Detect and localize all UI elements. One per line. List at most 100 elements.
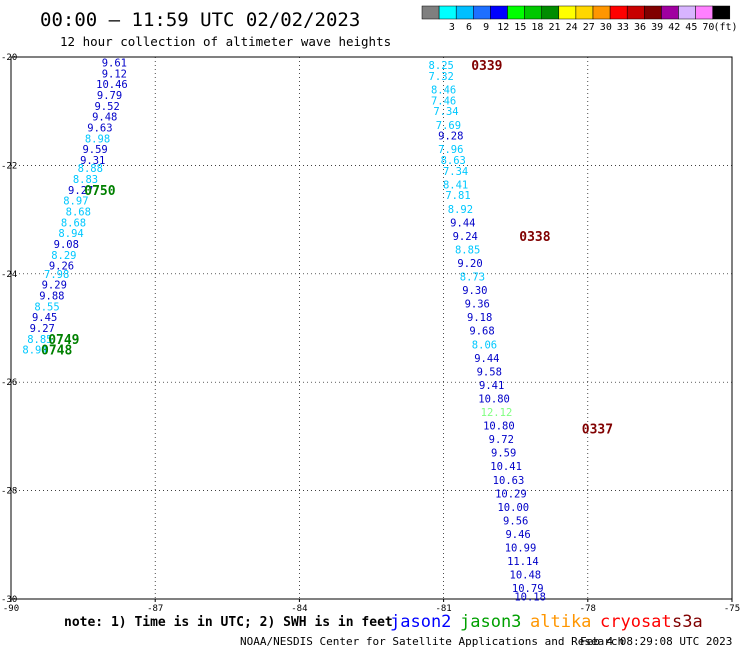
wave-height-value: 7.81 xyxy=(445,190,470,202)
wave-height-value: 7.34 xyxy=(443,166,468,178)
colorbar-label: 15 xyxy=(514,22,526,33)
colorbar-label: 70 xyxy=(702,22,714,33)
wave-height-value: 7.69 xyxy=(436,120,461,132)
wave-height-value: 10.46 xyxy=(96,79,128,91)
page-subtitle: 12 hour collection of altimeter wave hei… xyxy=(60,34,391,49)
wave-height-value: 8.85 xyxy=(455,244,480,256)
wave-height-value: 9.88 xyxy=(39,290,64,302)
colorbar-label: 42 xyxy=(668,22,680,33)
satellite-legend-s3a: s3a xyxy=(672,612,703,632)
satellite-legend-jason3: jason3 xyxy=(460,612,521,632)
colorbar-label: 27 xyxy=(583,22,595,33)
wave-height-value: 7.32 xyxy=(429,71,454,83)
wave-height-value: 8.06 xyxy=(472,339,497,351)
pass-time-label: 0338 xyxy=(519,230,550,245)
wave-height-value: 10.80 xyxy=(483,421,515,433)
wave-height-value: 9.72 xyxy=(489,434,514,446)
wave-height-value: 8.94 xyxy=(58,228,83,240)
colorbar-label: 3 xyxy=(449,22,455,33)
wave-height-value: 8.46 xyxy=(431,85,456,97)
wave-height-value: 8.55 xyxy=(34,301,59,313)
wave-height-value: 8.68 xyxy=(66,206,91,218)
lon-tick-label: -84 xyxy=(291,604,307,614)
wave-height-value: 8.92 xyxy=(448,204,473,216)
lon-tick-label: -81 xyxy=(435,604,451,614)
wave-height-value: 9.26 xyxy=(49,261,74,273)
colorbar-label: 9 xyxy=(483,22,489,33)
wave-height-value: 9.24 xyxy=(453,231,478,243)
wave-height-value: 8.63 xyxy=(441,155,466,167)
wave-height-value: 8.68 xyxy=(61,217,86,229)
colorbar-swatch xyxy=(455,5,474,20)
pass-time-label: 0748 xyxy=(41,344,72,359)
wave-height-value: 9.58 xyxy=(477,366,502,378)
wave-height-value: 9.46 xyxy=(505,529,530,541)
pass-time-label: 0337 xyxy=(582,422,613,437)
wave-height-value: 9.31 xyxy=(80,155,105,167)
wave-height-value: 10.00 xyxy=(497,502,529,514)
wave-height-value: 11.14 xyxy=(507,556,539,568)
wave-height-value: 9.59 xyxy=(491,448,516,460)
colorbar-swatch xyxy=(490,5,508,20)
colorbar-label: 18 xyxy=(531,22,543,33)
colorbar-swatch xyxy=(678,5,696,20)
colorbar-label: 36 xyxy=(634,22,646,33)
lat-tick-label: -20 xyxy=(1,53,17,63)
wave-height-value: 10.63 xyxy=(493,475,525,487)
wave-height-value: 9.29 xyxy=(42,280,67,292)
axis-tick-labels: -90 -87 -84 -81 -78 -75 -20 -22 -24 -26 -28 -30 xyxy=(1,53,740,614)
wave-height-value: 8.88 xyxy=(78,163,103,175)
pass-time-label: 0749 xyxy=(48,333,79,348)
pass-time-label: 0750 xyxy=(84,184,115,199)
page-title: 00:00 – 11:59 UTC 02/02/2023 xyxy=(40,9,360,31)
colorbar-swatch xyxy=(626,5,645,20)
wave-height-value: 7.96 xyxy=(438,144,463,156)
wave-height-value: 10.18 xyxy=(514,591,546,603)
wave-height-value: 9.79 xyxy=(97,90,122,102)
lat-lon-grid xyxy=(11,57,732,599)
wave-height-value: 7.98 xyxy=(44,269,69,281)
colorbar-label: 33 xyxy=(617,22,629,33)
wave-height-value: 9.20 xyxy=(457,258,482,270)
colorbar-swatch xyxy=(609,5,628,20)
lat-tick-label: -30 xyxy=(1,595,17,605)
wave-height-value: 10.79 xyxy=(512,583,544,595)
colorbar-label: (ft) xyxy=(713,22,737,33)
lat-tick-label: -24 xyxy=(1,270,17,280)
footer-generated-time: Feb 4 08:29:08 UTC 2023 xyxy=(580,635,732,648)
wave-height-value: 7.46 xyxy=(431,95,456,107)
colorbar-swatch xyxy=(507,5,525,20)
lon-tick-label: -87 xyxy=(147,604,163,614)
colorbar-label: 21 xyxy=(549,22,561,33)
colorbar-swatch xyxy=(421,5,440,20)
wave-height-value: 9.48 xyxy=(92,112,117,124)
colorbar-swatch xyxy=(558,5,577,20)
satellite-legend-cryosat: cryosat xyxy=(600,612,672,632)
wave-height-value: 8.41 xyxy=(443,179,468,191)
wave-height-value: 9.52 xyxy=(94,101,119,113)
wave-height-value: 9.12 xyxy=(102,68,127,80)
satellite-legend-jason2: jason2 xyxy=(390,612,451,632)
satellite-legend: jason2 jason3 altika cryosat s3a xyxy=(390,612,703,632)
wave-height-value: 10.41 xyxy=(490,461,522,473)
wave-height-value: 9.44 xyxy=(474,353,499,365)
lon-tick-label: -90 xyxy=(3,604,19,614)
colorbar-swatch xyxy=(524,5,542,20)
wave-height-colorbar: 3 6 9 12 15 18 21 24 27 30 33 36 39 42 45 70 (ft) xyxy=(421,5,738,33)
wave-height-value: 9.41 xyxy=(479,380,504,392)
colorbar-swatch xyxy=(473,5,491,20)
wave-height-value: 8.94 xyxy=(22,345,47,357)
wave-height-value: 9.27 xyxy=(30,323,55,335)
colorbar-swatch xyxy=(644,5,662,20)
colorbar-swatch xyxy=(575,5,594,20)
wave-height-value: 8.29 xyxy=(51,250,76,262)
colorbar-label: 30 xyxy=(600,22,612,33)
colorbar-label: 39 xyxy=(651,22,663,33)
lon-tick-label: -78 xyxy=(580,604,596,614)
wave-height-value: 9.45 xyxy=(32,312,57,324)
colorbar-swatch xyxy=(695,5,713,20)
wave-height-value: 9.56 xyxy=(503,515,528,527)
